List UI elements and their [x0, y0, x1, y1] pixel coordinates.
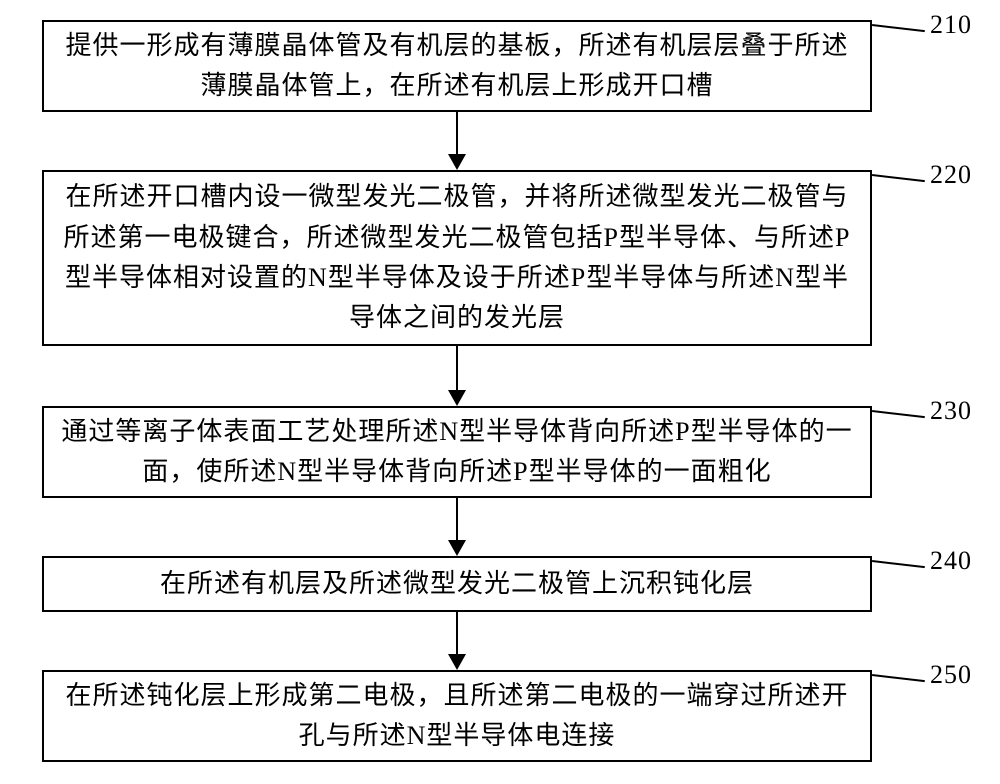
step-box-220: 在所述开口槽内设一微型发光二极管，并将所述微型发光二极管与所述第一电极键合，所述…	[42, 170, 872, 346]
leader-240	[872, 560, 925, 568]
step-text-240: 在所述有机层及所述微型发光二极管上沉积钝化层	[44, 558, 870, 610]
ref-label-220: 220	[930, 160, 972, 190]
ref-label-210: 210	[930, 10, 972, 40]
leader-250	[872, 674, 925, 682]
step-box-250: 在所述钝化层上形成第二电极，且所述第二电极的一端穿过所述开孔与所述N型半导体电连…	[42, 670, 872, 762]
step-text-250: 在所述钝化层上形成第二电极，且所述第二电极的一端穿过所述开孔与所述N型半导体电连…	[44, 670, 870, 763]
arrow-2-line	[456, 346, 458, 390]
ref-label-240: 240	[930, 546, 972, 576]
arrow-4-line	[456, 612, 458, 654]
leader-210	[872, 24, 925, 32]
step-box-210: 提供一形成有薄膜晶体管及有机层的基板，所述有机层层叠于所述薄膜晶体管上，在所述有…	[42, 20, 872, 112]
ref-label-230: 230	[930, 396, 972, 426]
arrow-3-line	[456, 498, 458, 540]
leader-220	[872, 174, 925, 182]
step-text-210: 提供一形成有薄膜晶体管及有机层的基板，所述有机层层叠于所述薄膜晶体管上，在所述有…	[44, 20, 870, 113]
flowchart-canvas: 提供一形成有薄膜晶体管及有机层的基板，所述有机层层叠于所述薄膜晶体管上，在所述有…	[0, 0, 1000, 784]
step-box-230: 通过等离子体表面工艺处理所述N型半导体背向所述P型半导体的一面，使所述N型半导体…	[42, 406, 872, 498]
arrow-4-head	[448, 654, 466, 670]
arrow-2-head	[448, 390, 466, 406]
ref-label-250: 250	[930, 660, 972, 690]
step-text-220: 在所述开口槽内设一微型发光二极管，并将所述微型发光二极管与所述第一电极键合，所述…	[44, 171, 870, 344]
step-text-230: 通过等离子体表面工艺处理所述N型半导体背向所述P型半导体的一面，使所述N型半导体…	[44, 406, 870, 499]
arrow-3-head	[448, 540, 466, 556]
step-box-240: 在所述有机层及所述微型发光二极管上沉积钝化层	[42, 556, 872, 612]
arrow-1-head	[448, 154, 466, 170]
leader-230	[872, 410, 925, 418]
arrow-1-line	[456, 112, 458, 154]
